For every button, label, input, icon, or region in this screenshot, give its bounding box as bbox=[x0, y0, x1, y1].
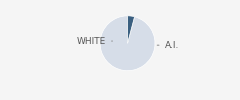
Wedge shape bbox=[127, 16, 135, 43]
Text: WHITE: WHITE bbox=[77, 37, 113, 46]
Text: A.I.: A.I. bbox=[157, 41, 179, 50]
Wedge shape bbox=[100, 16, 155, 71]
